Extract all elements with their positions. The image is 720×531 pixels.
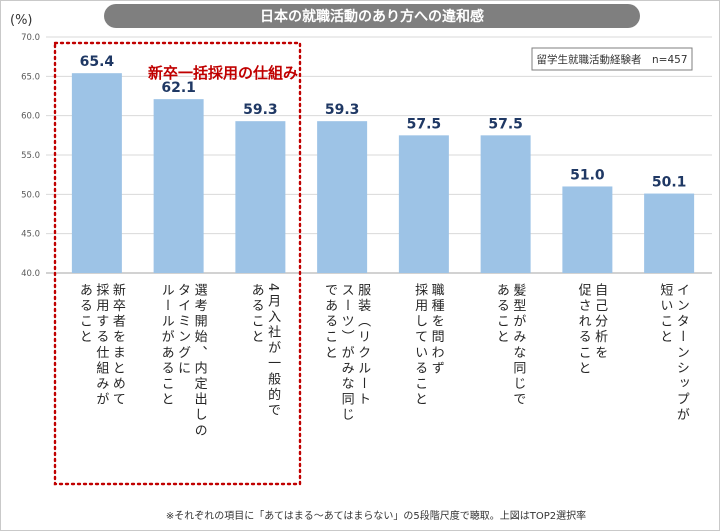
bar	[71, 73, 122, 273]
highlight-annotation: 新卒一括採用の仕組み	[148, 64, 298, 82]
y-tick-label: 60.0	[21, 112, 40, 122]
bar	[153, 99, 204, 273]
category-label: 自己分析を	[592, 283, 608, 361]
category-label: あること	[77, 283, 92, 345]
y-tick-label: 40.0	[21, 269, 40, 279]
bar	[398, 135, 449, 273]
bar	[562, 186, 613, 273]
category-label: 採用する仕組みが	[93, 283, 109, 408]
category-label: であること	[322, 283, 337, 361]
value-label: 62.1	[161, 80, 196, 96]
category-label: あること	[494, 283, 509, 345]
category-label: 4月入社が一般的で	[265, 283, 281, 419]
bars	[71, 73, 695, 273]
value-label: 59.3	[243, 102, 278, 118]
category-label: あること	[249, 283, 264, 345]
bar	[317, 121, 368, 273]
value-label: 59.3	[325, 102, 360, 118]
bar	[235, 121, 286, 273]
value-label: 50.1	[652, 175, 687, 191]
y-tick-label: 65.0	[21, 72, 40, 82]
category-label: スーツ）がみな同じ	[339, 283, 355, 423]
sample-note: 留学生就職活動経験者 n=457	[537, 53, 688, 66]
sample-note-box	[531, 47, 693, 71]
category-label: 新卒者をまとめて	[110, 282, 126, 407]
y-axis-unit: (%)	[10, 13, 33, 28]
category-label: 短いこと	[657, 283, 673, 345]
title-pill	[104, 4, 640, 28]
y-tick-label: 50.0	[21, 190, 40, 200]
value-label: 65.4	[80, 54, 115, 70]
value-label: 57.5	[488, 116, 523, 132]
value-label: 57.5	[407, 116, 442, 132]
bar	[644, 193, 695, 273]
y-tick-label: 70.0	[21, 33, 40, 43]
category-label: 服装（リクルート	[355, 283, 371, 408]
bar	[480, 135, 531, 273]
category-label: タイミングに	[175, 283, 191, 377]
category-label: 選考開始、内定出しの	[192, 283, 208, 439]
category-label: 髪型がみな同じで	[510, 283, 526, 408]
highlight-box	[53, 41, 302, 486]
y-tick-label: 45.0	[21, 230, 40, 240]
category-label: 促されること	[576, 283, 592, 377]
footnote: ※それぞれの項目に「あてはまる〜あてはまらない」の5段階尺度で聴取。上図はTOP…	[166, 509, 586, 522]
category-label: ルールがあること	[159, 283, 175, 408]
category-label: 職種を問わず	[429, 283, 445, 377]
value-labels: 65.4 62.1 59.3 59.3 57.5 57.5 51.0 50.1	[80, 54, 687, 190]
y-tick-label: 55.0	[21, 151, 40, 161]
category-label: インターンシップが	[674, 283, 690, 423]
category-label: 採用していること	[412, 283, 428, 408]
value-label: 51.0	[570, 167, 605, 183]
y-tick-labels: 70.0 65.0 60.0 55.0 50.0 45.0 40.0	[21, 33, 40, 279]
chart-title: 日本の就職活動のあり方への違和感	[260, 8, 484, 25]
